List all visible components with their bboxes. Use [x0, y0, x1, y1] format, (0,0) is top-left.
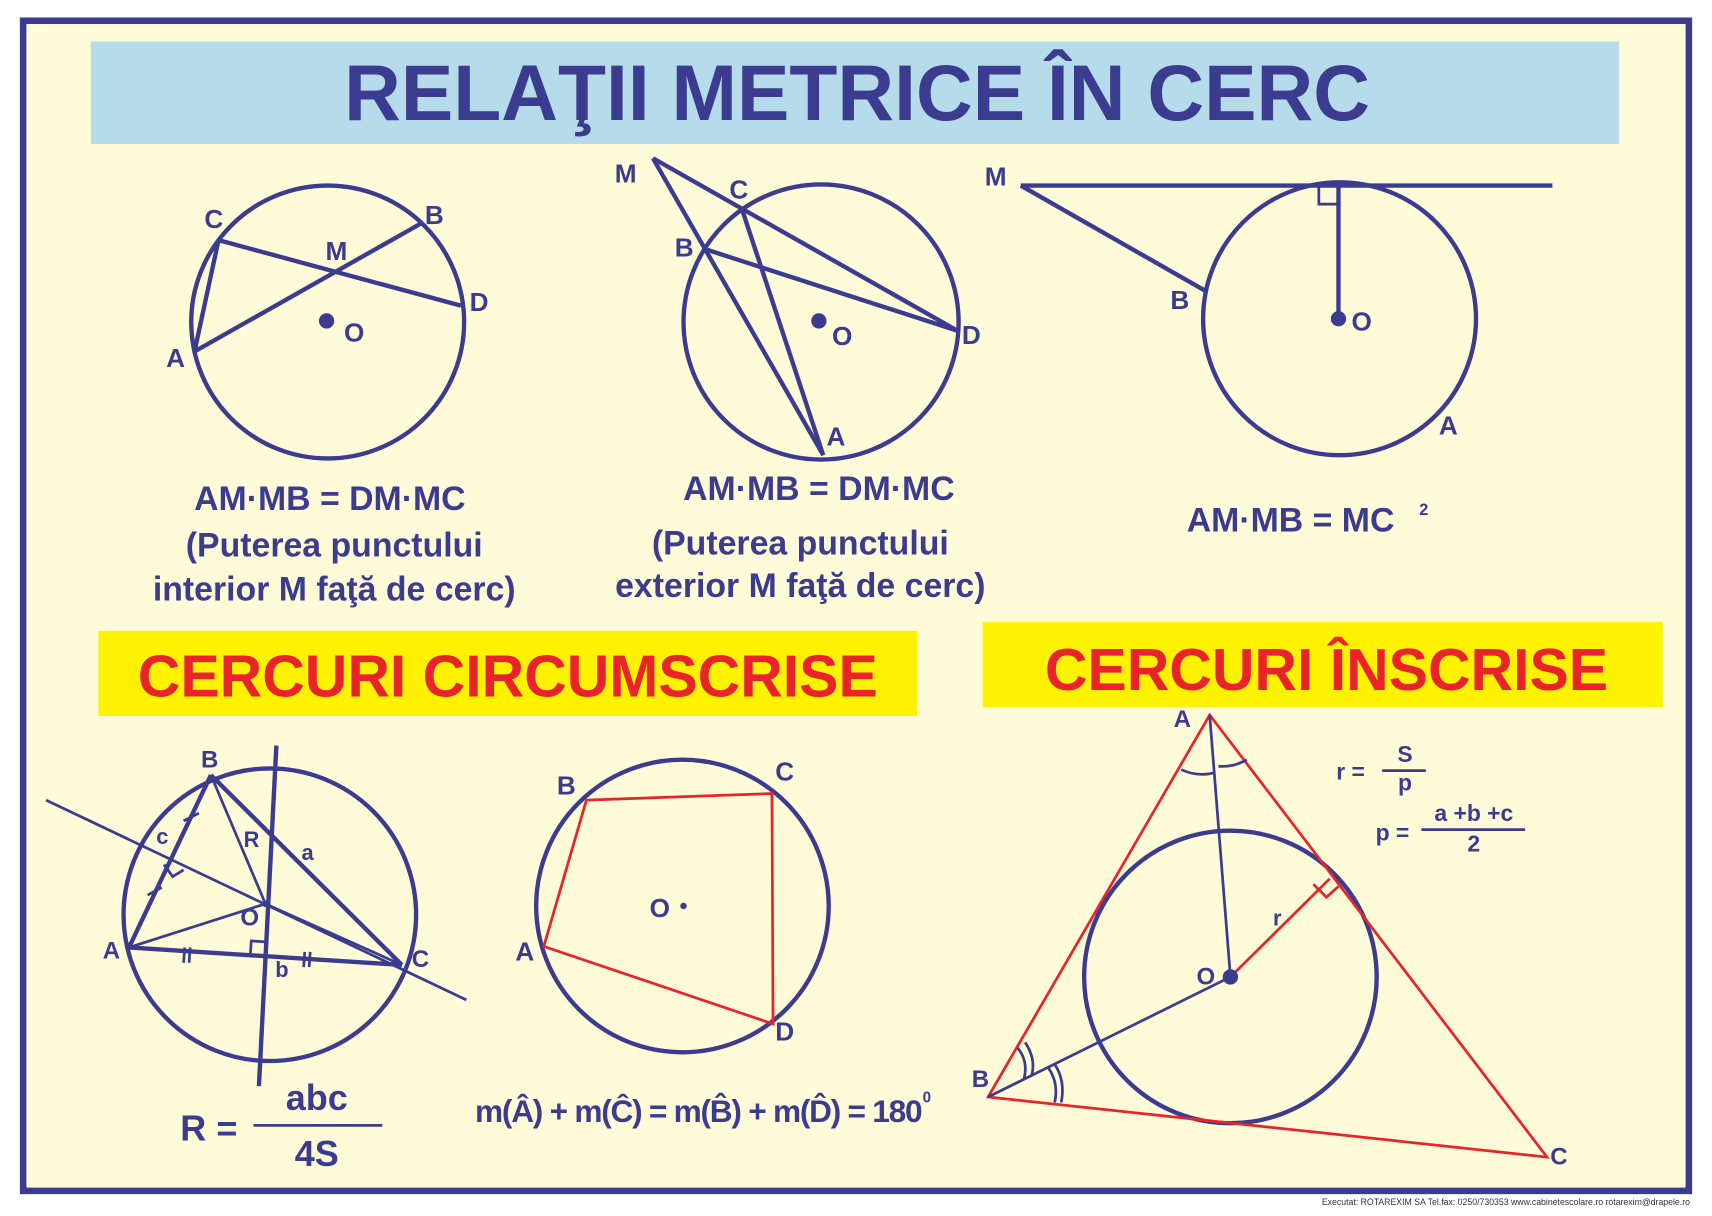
- fig3-exponent: 2: [1419, 501, 1428, 519]
- svg-text:B: B: [425, 200, 444, 230]
- figure-tangent: M B O A: [985, 162, 1553, 458]
- r-formula-den: p: [1398, 769, 1412, 795]
- svg-text:A: A: [515, 937, 534, 967]
- svg-text:A: A: [827, 421, 846, 451]
- svg-text:A: A: [166, 343, 185, 373]
- fig5-formula: m(Â) + m(Ĉ) = m(B̂) + m(D̂) = 180: [475, 1093, 923, 1130]
- figure-exterior-point: M C B O D A: [615, 156, 981, 462]
- svg-text:O: O: [832, 321, 852, 351]
- svg-text:C: C: [204, 204, 223, 234]
- svg-text:R: R: [244, 827, 260, 852]
- banner-circumscribed: [98, 630, 918, 717]
- svg-text:A: A: [1439, 410, 1458, 440]
- figure-circumscribed-triangle: B A C O c a R b: [45, 745, 467, 1087]
- page-title: RELAŢII METRICE ÎN CERC: [344, 49, 1370, 137]
- r-formula-lhs: r =: [1336, 758, 1365, 784]
- svg-text:A: A: [1174, 706, 1191, 733]
- fig4-denominator: 4S: [295, 1133, 339, 1174]
- svg-text:B: B: [201, 746, 218, 773]
- banner-inscribed: [982, 622, 1663, 708]
- svg-text:B: B: [557, 771, 576, 801]
- footer-credits: Executat: ROTAREXIM SA Tel.fax: 0250/730…: [1322, 1197, 1690, 1207]
- svg-text:b: b: [275, 957, 288, 982]
- svg-text:O: O: [240, 905, 259, 932]
- title-bar: [90, 41, 1620, 145]
- svg-text:B: B: [972, 1066, 989, 1093]
- svg-text:O: O: [1352, 307, 1372, 337]
- svg-text:M: M: [326, 236, 348, 266]
- fig2-caption: (Puterea punctului: [652, 525, 949, 563]
- p-formula-lhs: p =: [1376, 820, 1410, 846]
- svg-text:D: D: [470, 287, 489, 317]
- fig5-exponent: 0: [923, 1089, 932, 1106]
- svg-text:C: C: [729, 175, 748, 205]
- figure-cyclic-quadrilateral: B C A D O: [515, 756, 831, 1055]
- fig2-formula: AM·MB = DM·MC: [683, 470, 955, 508]
- figure-interior-point: C B M D O A: [166, 183, 489, 461]
- svg-text:a: a: [301, 840, 314, 865]
- fig1-formula: AM·MB = DM·MC: [194, 480, 466, 518]
- svg-text:C: C: [1550, 1144, 1567, 1171]
- svg-text:B: B: [675, 233, 694, 263]
- svg-text:D: D: [775, 1016, 794, 1046]
- fig3-formula: AM·MB = MC: [1187, 502, 1395, 540]
- svg-text:A: A: [103, 937, 120, 964]
- p-formula-den: 2: [1467, 830, 1480, 856]
- figure-inscribed-circle: A B C O r: [972, 706, 1568, 1171]
- p-formula-num: a +b +c: [1434, 800, 1513, 826]
- fig1-caption: interior M faţă de cerc): [153, 570, 516, 608]
- svg-text:O: O: [1197, 964, 1216, 991]
- svg-text:M: M: [985, 162, 1007, 192]
- fig2-caption: exterior M faţă de cerc): [615, 567, 985, 605]
- r-formula-num: S: [1397, 741, 1412, 767]
- svg-text:O: O: [650, 893, 670, 923]
- svg-text:B: B: [1170, 285, 1189, 315]
- svg-text:C: C: [775, 756, 794, 786]
- fig4-formula-lhs: R =: [180, 1108, 237, 1149]
- section-title-inscribed: CERCURI ÎNSCRISE: [1045, 636, 1608, 703]
- svg-text:c: c: [156, 824, 168, 849]
- svg-text:D: D: [962, 320, 981, 350]
- svg-text:O: O: [344, 318, 364, 348]
- svg-text:r: r: [1273, 906, 1282, 931]
- svg-text:C: C: [412, 946, 429, 973]
- fig1-caption: (Puterea punctului: [186, 527, 483, 565]
- fig4-numerator: abc: [286, 1077, 348, 1118]
- section-title-circumscribed: CERCURI CIRCUMSCRISE: [138, 644, 878, 709]
- poster-frame: [19, 17, 1693, 1195]
- svg-text:M: M: [615, 158, 637, 188]
